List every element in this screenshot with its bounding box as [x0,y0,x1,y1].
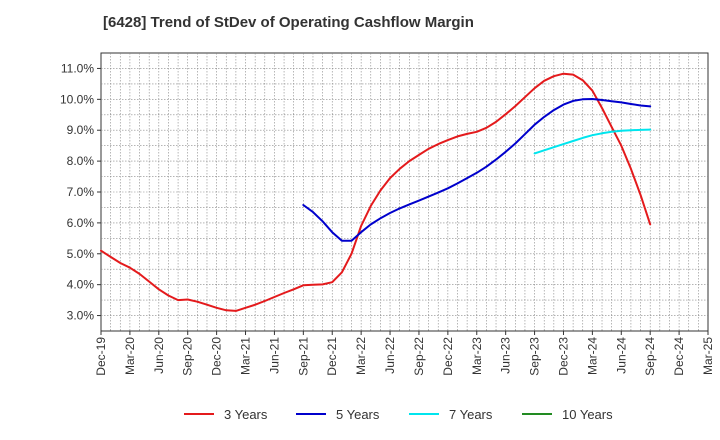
x-tick-label: Sep-23 [528,337,542,376]
y-tick-label: 10.0% [60,92,94,106]
x-tick-label: Mar-20 [123,337,137,375]
x-tick-label: Jun-20 [152,337,166,374]
x-tick-label: Jun-24 [614,337,628,374]
x-tick-label: Jun-22 [383,337,397,374]
x-tick-label: Mar-25 [701,337,715,375]
y-tick-label: 3.0% [67,309,95,323]
series-line-2 [302,98,652,242]
x-tick-label: Sep-21 [296,337,310,376]
x-tick-label: Mar-23 [470,337,484,375]
chart-title: [6428] Trend of StDev of Operating Cashf… [103,14,474,31]
x-tick-label: Jun-23 [499,337,513,374]
legend-label-3: 7 Years [449,407,493,422]
x-tick-label: Dec-24 [672,337,686,376]
y-tick-label: 7.0% [67,185,95,199]
y-tick-label: 4.0% [67,278,95,292]
x-tick-label: Mar-24 [585,337,599,375]
x-tick-label: Jun-21 [267,337,281,374]
x-tick-label: Sep-20 [181,337,195,376]
y-tick-label: 9.0% [67,123,95,137]
y-tick-label: 8.0% [67,154,95,168]
y-tick-label: 5.0% [67,247,95,261]
legend-label-4: 10 Years [562,407,613,422]
series-line-3 [533,128,652,155]
x-tick-label: Mar-22 [354,337,368,375]
x-tick-label: Dec-22 [441,337,455,376]
series-line-1 [100,72,652,312]
x-tick-label: Dec-19 [94,337,108,376]
x-tick-label: Sep-24 [643,337,657,376]
x-tick-label: Dec-20 [210,337,224,376]
y-tick-label: 11.0% [61,61,94,75]
legend-label-2: 5 Years [336,407,380,422]
x-tick-label: Dec-21 [325,337,339,376]
legend-label-1: 3 Years [224,407,268,422]
x-tick-label: Sep-22 [412,337,426,376]
x-tick-label: Mar-21 [239,337,253,375]
x-tick-label: Dec-23 [556,337,570,376]
y-tick-label: 6.0% [67,216,95,230]
